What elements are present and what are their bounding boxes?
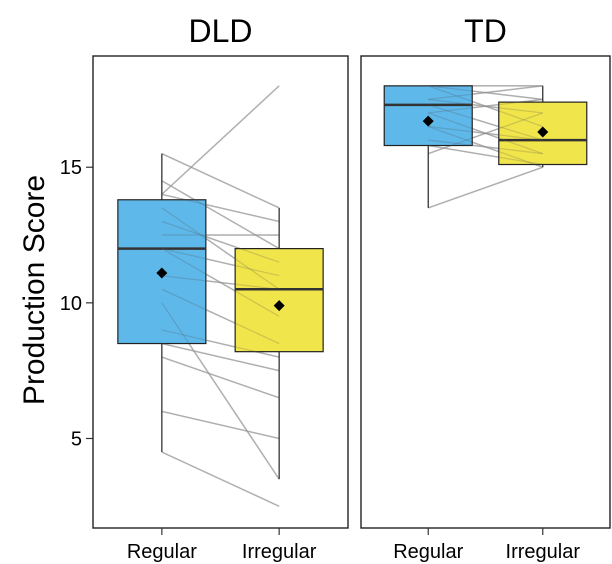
paired-line-overlay xyxy=(428,98,543,114)
mean-marker xyxy=(537,126,549,138)
panel-border xyxy=(360,55,611,529)
paired-line-overlay xyxy=(161,410,280,440)
paired-line xyxy=(161,410,280,440)
paired-line xyxy=(161,85,280,195)
paired-line xyxy=(161,342,280,372)
box-regular xyxy=(117,153,207,453)
panels: 5 10 15 DLD Regular Irregular TD Regular Irregul… xyxy=(60,13,611,563)
paired-line-overlay xyxy=(428,112,543,155)
mean-marker xyxy=(422,115,434,127)
paired-line-overlay xyxy=(428,85,543,128)
paired-lines-overlay xyxy=(161,85,280,507)
paired-line-overlay xyxy=(161,207,280,290)
paired-line-overlay xyxy=(161,342,280,372)
paired-line-overlay xyxy=(428,85,543,100)
panel-title-td: TD xyxy=(464,13,507,49)
panel-border xyxy=(92,55,349,529)
paired-line-overlay xyxy=(161,220,280,263)
paired-line-overlay xyxy=(428,144,543,166)
paired-line xyxy=(161,451,280,508)
paired-line-overlay xyxy=(428,139,543,155)
paired-line-overlay xyxy=(161,275,280,290)
paired-line-overlay xyxy=(428,98,543,114)
paired-line-overlay xyxy=(161,193,280,223)
panel-td: TD Regular Irregular xyxy=(360,13,611,563)
y-axis-title: Production Score xyxy=(18,175,51,405)
mean-marker xyxy=(156,267,168,279)
paired-line xyxy=(161,193,280,223)
paired-line xyxy=(161,152,280,209)
paired-lines-overlay xyxy=(428,85,543,209)
x-tick-label-regular: Regular xyxy=(127,541,197,563)
paired-line-overlay xyxy=(161,451,280,507)
paired-line-overlay xyxy=(428,104,543,141)
y-tick-label-5: 5 xyxy=(71,428,82,450)
paired-line-overlay xyxy=(161,248,280,277)
paired-line xyxy=(161,356,280,399)
paired-line-overlay xyxy=(161,248,280,317)
paired-line-overlay xyxy=(428,125,543,141)
paired-line-overlay xyxy=(161,85,280,195)
paired-line-overlay xyxy=(161,302,280,480)
box-regular xyxy=(383,85,473,208)
panel-title-dld: DLD xyxy=(188,13,252,49)
x-tick-label-regular: Regular xyxy=(393,541,463,563)
paired-line-overlay xyxy=(428,166,543,209)
panel-dld: DLD Regular Irregular xyxy=(92,13,349,563)
y-tick-label-15: 15 xyxy=(60,157,82,179)
x-tick-label-irregular: Irregular xyxy=(506,541,581,563)
box-irregular xyxy=(498,85,588,168)
paired-line-overlay xyxy=(161,153,280,209)
paired-line-overlay xyxy=(428,112,543,155)
y-tick-label-10: 10 xyxy=(60,293,82,315)
mean-marker xyxy=(273,300,285,312)
paired-line xyxy=(161,180,280,250)
paired-line-overlay xyxy=(428,125,543,168)
paired-line-overlay xyxy=(161,288,280,345)
paired-line-overlay xyxy=(161,356,280,399)
paired-line-overlay xyxy=(161,329,280,358)
paired-line xyxy=(427,166,544,209)
paired-line-overlay xyxy=(428,85,543,100)
x-tick-label-irregular: Irregular xyxy=(242,541,317,563)
box-irregular xyxy=(234,207,324,480)
paired-line-overlay xyxy=(161,180,280,250)
